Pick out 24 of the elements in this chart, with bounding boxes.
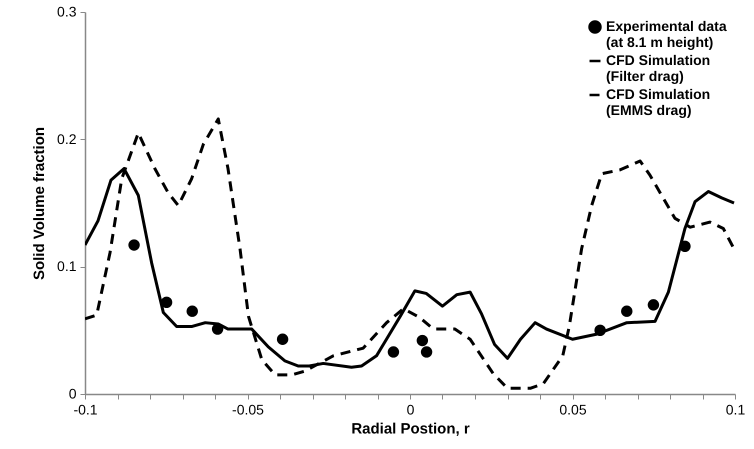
x-tick-label: -0.05 bbox=[232, 402, 264, 418]
line-series bbox=[85, 117, 735, 390]
point bbox=[186, 306, 198, 317]
legend-label: CFD Simulation (EMMS drag) bbox=[606, 86, 710, 118]
point bbox=[160, 296, 172, 308]
point bbox=[276, 334, 288, 345]
point bbox=[621, 306, 632, 317]
x-tick-label: 0.05 bbox=[559, 402, 587, 418]
x-axis-title: Radial Postion, r bbox=[351, 420, 470, 438]
y-tick-label: 0.1 bbox=[57, 258, 77, 274]
legend-label: Experimental data (at 8.1 m height) bbox=[606, 18, 727, 50]
y-tick-label: 0.3 bbox=[57, 4, 77, 20]
y-axis-title: Solid Volume fraction bbox=[31, 126, 48, 280]
legend-label: CFD Simulation (Filter drag) bbox=[606, 52, 710, 84]
x-tick-label: 0.1 bbox=[726, 402, 746, 418]
x-tick-label: 0 bbox=[406, 402, 415, 418]
x-tick-label: -0.1 bbox=[73, 402, 98, 418]
point bbox=[388, 346, 400, 358]
y-tick-label: 0 bbox=[68, 386, 77, 402]
point bbox=[420, 346, 432, 358]
y-tick-label: 0.2 bbox=[57, 130, 77, 147]
point bbox=[416, 334, 428, 346]
point bbox=[128, 239, 140, 251]
point bbox=[648, 299, 660, 311]
